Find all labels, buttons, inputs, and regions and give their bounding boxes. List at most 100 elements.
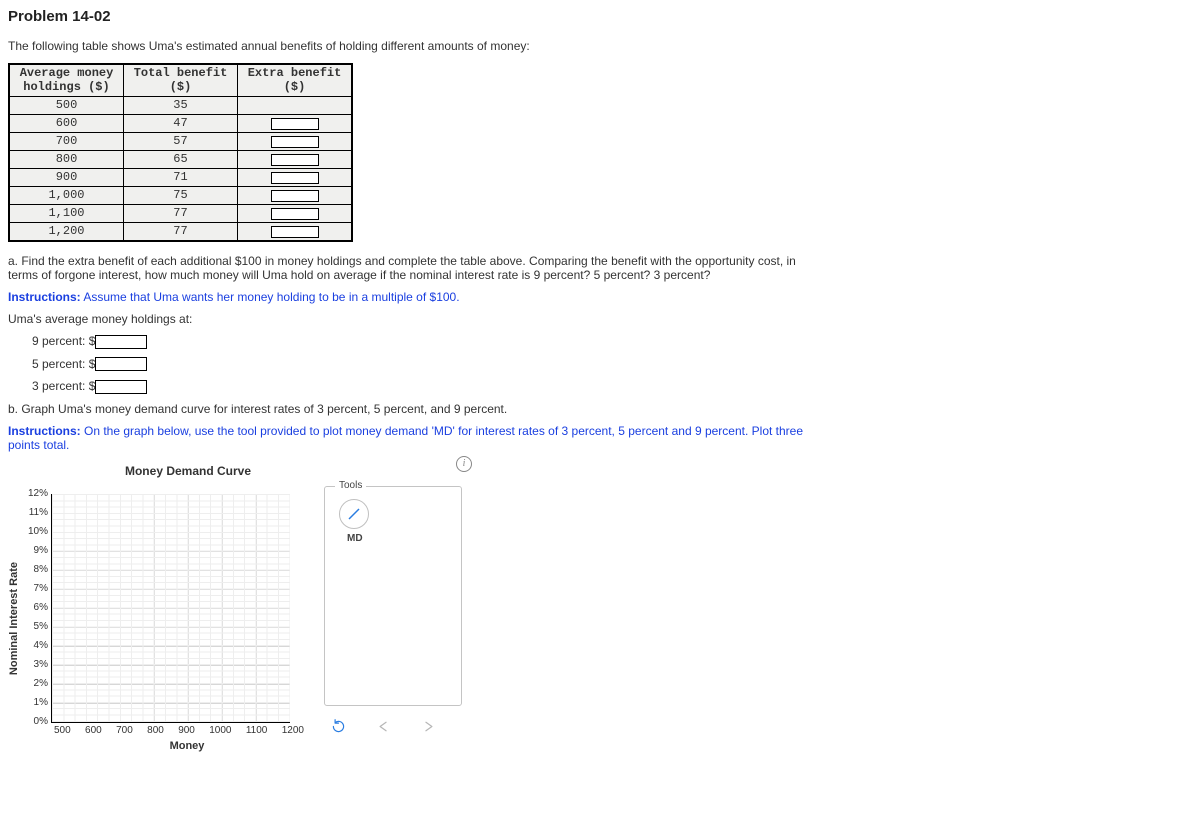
y-tick-label: 7% <box>22 583 48 595</box>
answer-label: 3 percent: $ <box>32 379 95 393</box>
cell-total: 65 <box>124 150 238 168</box>
reset-button[interactable] <box>330 718 347 738</box>
cell-extra <box>238 222 353 241</box>
answer-label: 5 percent: $ <box>32 357 95 371</box>
answer-input[interactable] <box>95 357 147 371</box>
instructions-a-text: Assume that Uma wants her money holding … <box>81 290 460 304</box>
part-b-text: b. Graph Uma's money demand curve for in… <box>8 402 1176 416</box>
y-tick-label: 8% <box>22 564 48 576</box>
header-holdings: Average money holdings ($) <box>9 64 124 96</box>
holdings-at-label: Uma's average money holdings at: <box>8 312 1176 326</box>
y-tick-label: 0% <box>22 716 48 728</box>
x-tick-label: 600 <box>85 725 102 736</box>
cell-extra <box>238 186 353 204</box>
instructions-a: Instructions: Assume that Uma wants her … <box>8 290 1176 304</box>
reset-icon <box>330 718 347 735</box>
cell-extra <box>238 96 353 114</box>
x-axis-label: Money <box>68 740 306 752</box>
y-tick-label: 4% <box>22 640 48 652</box>
cell-holdings: 700 <box>9 132 124 150</box>
table-row: 50035 <box>9 96 352 114</box>
answer-input[interactable] <box>95 335 147 349</box>
instructions-a-label: Instructions: <box>8 290 81 304</box>
extra-benefit-input[interactable] <box>271 136 319 148</box>
cell-extra <box>238 168 353 186</box>
extra-benefit-input[interactable] <box>271 208 319 220</box>
cell-total: 71 <box>124 168 238 186</box>
x-tick-label: 1000 <box>209 725 231 736</box>
answer-row: 5 percent: $ <box>32 357 1176 372</box>
x-tick-label: 500 <box>54 725 71 736</box>
y-tick-label: 1% <box>22 697 48 709</box>
y-tick-label: 11% <box>22 507 48 519</box>
x-tick-label: 1200 <box>282 725 304 736</box>
x-tick-label: 700 <box>116 725 133 736</box>
tool-md-label: MD <box>347 533 461 544</box>
cell-holdings: 900 <box>9 168 124 186</box>
redo-button[interactable] <box>420 718 437 738</box>
tools-legend: Tools <box>335 480 366 491</box>
cell-holdings: 1,000 <box>9 186 124 204</box>
instructions-b: Instructions: On the graph below, use th… <box>8 424 828 452</box>
line-tool-icon <box>346 506 362 522</box>
header-extra: Extra benefit ($) <box>238 64 353 96</box>
x-tick-label: 1100 <box>246 725 268 736</box>
x-tick-label: 800 <box>147 725 164 736</box>
extra-benefit-input[interactable] <box>271 172 319 184</box>
y-tick-label: 6% <box>22 602 48 614</box>
chart-title: Money Demand Curve <box>68 464 308 478</box>
table-row: 1,10077 <box>9 204 352 222</box>
table-row: 80065 <box>9 150 352 168</box>
y-tick-label: 10% <box>22 526 48 538</box>
benefit-table: Average money holdings ($) Total benefit… <box>8 63 353 242</box>
cell-total: 35 <box>124 96 238 114</box>
cell-total: 77 <box>124 204 238 222</box>
extra-benefit-input[interactable] <box>271 226 319 238</box>
cell-extra <box>238 114 353 132</box>
info-icon[interactable]: i <box>456 456 472 472</box>
answer-input[interactable] <box>95 380 147 394</box>
header-total: Total benefit ($) <box>124 64 238 96</box>
y-tick-label: 3% <box>22 659 48 671</box>
plot-area[interactable] <box>51 494 290 723</box>
cell-total: 47 <box>124 114 238 132</box>
table-row: 60047 <box>9 114 352 132</box>
part-a-text: a. Find the extra benefit of each additi… <box>8 254 828 282</box>
cell-extra <box>238 150 353 168</box>
undo-button[interactable] <box>375 718 392 738</box>
extra-benefit-input[interactable] <box>271 154 319 166</box>
cell-holdings: 1,100 <box>9 204 124 222</box>
x-tick-label: 900 <box>178 725 195 736</box>
y-tick-label: 9% <box>22 545 48 557</box>
table-row: 70057 <box>9 132 352 150</box>
answer-row: 3 percent: $ <box>32 379 1176 394</box>
y-tick-label: 12% <box>22 488 48 500</box>
extra-benefit-input[interactable] <box>271 190 319 202</box>
redo-icon <box>420 718 437 735</box>
table-row: 90071 <box>9 168 352 186</box>
page-title: Problem 14-02 <box>8 8 1176 25</box>
answer-row: 9 percent: $ <box>32 334 1176 349</box>
table-row: 1,20077 <box>9 222 352 241</box>
undo-icon <box>375 718 392 735</box>
instructions-b-text: On the graph below, use the tool provide… <box>8 424 803 452</box>
y-ticks: 12%11%10%9%8%7%6%5%4%3%2%1%0% <box>22 494 51 722</box>
cell-total: 77 <box>124 222 238 241</box>
answer-label: 9 percent: $ <box>32 334 95 348</box>
tools-panel: Tools MD <box>324 486 462 706</box>
cell-holdings: 800 <box>9 150 124 168</box>
cell-holdings: 600 <box>9 114 124 132</box>
cell-extra <box>238 132 353 150</box>
y-tick-label: 2% <box>22 678 48 690</box>
cell-holdings: 1,200 <box>9 222 124 241</box>
y-axis-label: Nominal Interest Rate <box>8 542 20 675</box>
cell-extra <box>238 204 353 222</box>
cell-total: 57 <box>124 132 238 150</box>
tool-md-button[interactable] <box>339 499 369 529</box>
extra-benefit-input[interactable] <box>271 118 319 130</box>
x-ticks: 500 600 700 800 900 1000 1100 1200 <box>54 725 304 736</box>
y-tick-label: 5% <box>22 621 48 633</box>
intro-text: The following table shows Uma's estimate… <box>8 39 1176 53</box>
cell-total: 75 <box>124 186 238 204</box>
instructions-b-label: Instructions: <box>8 424 81 438</box>
